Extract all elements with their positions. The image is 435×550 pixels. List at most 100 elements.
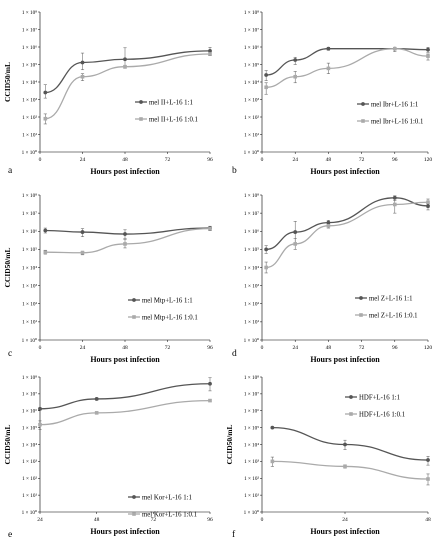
data-point — [426, 200, 430, 205]
x-tick-label: 48 — [122, 157, 128, 163]
y-tick-label: 1 × 10⁷ — [244, 211, 259, 217]
data-point — [264, 265, 268, 270]
y-tick-label: 1 × 10⁴ — [244, 80, 259, 86]
x-tick-label: 96 — [392, 345, 398, 351]
data-point — [264, 247, 269, 252]
legend-swatch-marker — [139, 117, 143, 121]
legend-swatch-marker — [361, 102, 365, 106]
legend-label: mel Mtp+L-16 1:1 — [142, 297, 193, 304]
y-tick-label: 1 × 10⁵ — [22, 247, 37, 253]
series-dark: mel Ibr+L-16 1:1 — [264, 46, 430, 108]
y-tick-label: 1 × 10³ — [244, 97, 259, 103]
legend-label: mel Z+L-16 1:1 — [369, 295, 412, 302]
series-line — [45, 227, 211, 235]
legend-label: HDF+L-16 1:0.1 — [359, 411, 405, 418]
series-light: mel II+L-16 1:0.1 — [43, 52, 212, 125]
series-line — [39, 383, 211, 410]
y-tick-label: 1 × 10⁴ — [244, 442, 259, 448]
x-tick-label: 120 — [424, 345, 433, 351]
data-point — [80, 230, 85, 234]
data-point — [123, 57, 127, 62]
data-point — [426, 47, 430, 52]
y-tick-label: 1 × 10¹ — [22, 320, 37, 326]
data-point — [94, 411, 99, 415]
y-tick-label: 1 × 10¹ — [244, 493, 259, 499]
y-tick-label: 1 × 10⁸ — [244, 375, 259, 381]
data-point — [393, 46, 397, 51]
chart-panel-a: 1 × 10⁰ 1 × 10¹ 1 × 10² 1 × 10³ 1 × 10⁴ 1 × 1… — [3, 10, 213, 176]
legend-swatch-marker — [361, 119, 365, 123]
y-tick-label: 1 × 10⁸ — [244, 193, 259, 199]
y-tick-label: 1 × 10¹ — [22, 132, 37, 138]
y-tick-label: 1 × 10⁰ — [22, 150, 37, 156]
legend-label: mel Z+L-16 1:0.1 — [369, 312, 418, 319]
x-tick-label: 72 — [165, 157, 171, 163]
x-tick-label: 120 — [424, 157, 433, 163]
y-tick-label: 1 × 10² — [244, 476, 259, 482]
series-line — [45, 50, 211, 94]
y-tick-label: 1 × 10¹ — [244, 132, 259, 138]
data-point — [208, 226, 212, 231]
data-point — [123, 232, 127, 236]
y-tick-label: 1 × 10⁵ — [244, 62, 259, 68]
y-tick-label: 1 × 10⁵ — [244, 425, 259, 431]
x-tick-label: 48 — [94, 517, 100, 523]
data-point — [343, 464, 347, 469]
y-tick-label: 1 × 10⁶ — [22, 409, 37, 415]
y-axis-title: CCID50/mL — [3, 424, 12, 464]
y-tick-label: 1 × 10⁸ — [244, 10, 259, 16]
legend-swatch-marker — [132, 298, 136, 302]
data-point — [43, 90, 48, 95]
x-axis-title: Hours post infection — [310, 167, 380, 176]
legend-swatch-marker — [359, 313, 363, 317]
data-point — [326, 46, 331, 51]
legend-swatch-marker — [132, 512, 136, 516]
data-point — [43, 228, 48, 233]
x-tick-label: 96 — [207, 517, 213, 523]
data-point — [293, 58, 298, 62]
y-axis-title: CCID50/mL — [3, 247, 12, 287]
x-tick-label: 24 — [80, 345, 86, 351]
y-tick-label: 1 × 10⁷ — [244, 392, 259, 398]
legend-swatch-marker — [349, 395, 353, 399]
x-axis-title: Hours post infection — [90, 527, 160, 536]
y-tick-label: 1 × 10⁴ — [22, 80, 37, 86]
y-tick-label: 1 × 10⁰ — [22, 510, 37, 516]
panel-label: a — [8, 166, 13, 176]
panel-label: b — [232, 166, 237, 176]
x-tick-label: 96 — [392, 157, 398, 163]
y-tick-label: 1 × 10⁷ — [22, 392, 37, 398]
x-tick-label: 72 — [359, 157, 365, 163]
data-point — [293, 242, 297, 246]
legend-swatch-marker — [349, 412, 353, 416]
y-tick-label: 1 × 10⁶ — [244, 229, 259, 235]
y-tick-label: 1 × 10³ — [244, 459, 259, 465]
x-tick-label: 72 — [359, 345, 365, 351]
y-tick-label: 1 × 10⁵ — [244, 247, 259, 253]
y-tick-label: 1 × 10³ — [22, 283, 37, 289]
data-point — [326, 66, 331, 71]
y-tick-label: 1 × 10⁵ — [22, 62, 37, 68]
x-axis-title: Hours post infection — [310, 355, 380, 364]
series-line — [266, 201, 429, 269]
data-point — [43, 116, 48, 121]
series-line — [45, 227, 211, 254]
y-tick-label: 1 × 10⁰ — [244, 150, 259, 156]
data-point — [426, 458, 430, 462]
series-dark: mel Z+L-16 1:1 — [264, 195, 430, 302]
y-axis-title: CCID50/mL — [225, 424, 234, 464]
y-tick-label: 1 × 10² — [22, 302, 37, 308]
y-tick-label: 1 × 10⁶ — [22, 45, 37, 51]
series-line — [272, 426, 429, 461]
y-tick-label: 1 × 10⁸ — [22, 375, 37, 381]
data-point — [80, 60, 85, 65]
data-point — [326, 223, 331, 228]
y-tick-label: 1 × 10³ — [244, 283, 259, 289]
y-tick-label: 1 × 10³ — [22, 97, 37, 103]
data-point — [343, 442, 347, 447]
x-tick-label: 96 — [207, 345, 213, 351]
data-point — [208, 48, 212, 53]
x-tick-label: 48 — [326, 345, 332, 351]
y-tick-label: 1 × 10⁴ — [22, 265, 37, 271]
